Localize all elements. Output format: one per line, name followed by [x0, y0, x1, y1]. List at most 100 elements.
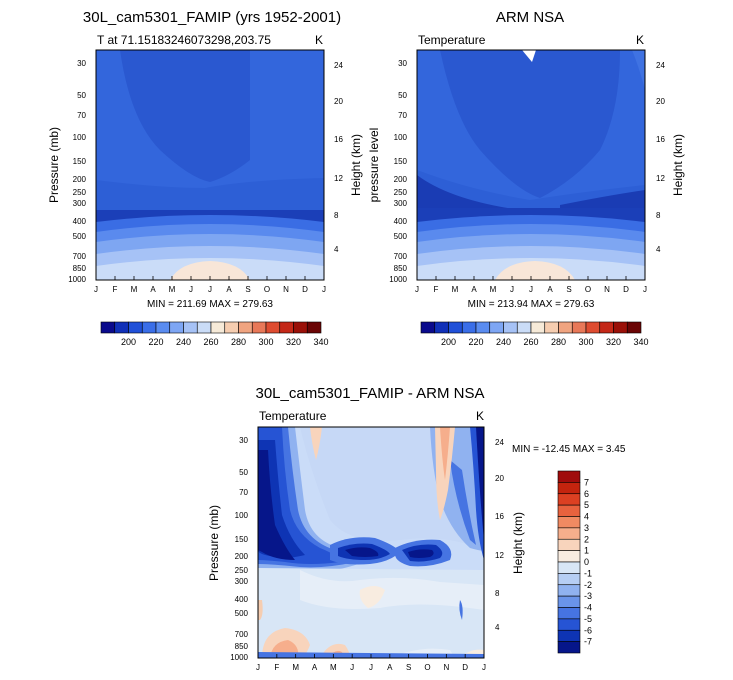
colorbar-label: 240: [496, 337, 511, 347]
colorbar-swatch: [557, 516, 581, 529]
ytick-label: 200: [394, 175, 408, 184]
xtick-label: J: [482, 663, 486, 672]
colorbar-label: 340: [313, 337, 328, 347]
xtick-label: M: [169, 285, 176, 294]
y2tick-label: 8: [656, 211, 661, 220]
colorbar-model: 200 220 240 260 280 300 320 340: [100, 321, 329, 347]
colorbar-swatch: [557, 618, 581, 631]
colorbar-swatch: [557, 482, 581, 495]
colorbar-label: 1: [584, 546, 589, 556]
panel-diff-units: K: [476, 409, 484, 423]
colorbar-label: 320: [606, 337, 621, 347]
colorbar-swatch: [557, 493, 581, 506]
ytick-label: 850: [394, 264, 408, 273]
xtick-label: A: [150, 285, 156, 294]
xtick-label: J: [369, 663, 373, 672]
ytick-label: 100: [235, 511, 249, 520]
xtick-label: J: [510, 285, 514, 294]
panel-obs-ylabel: pressure level: [367, 128, 381, 203]
panel-obs-minmax: MIN = 213.94 MAX = 279.63: [468, 299, 595, 310]
xtick-label: J: [643, 285, 647, 294]
xtick-label: F: [113, 285, 118, 294]
xtick-label: M: [490, 285, 497, 294]
colorbar-label: 6: [584, 489, 589, 499]
colorbar-swatch: [196, 321, 212, 334]
panel-diff: 30L_cam5301_FAMIP - ARM NSA Temperature …: [207, 385, 626, 672]
colorbar-swatch: [557, 629, 581, 642]
panel-diff-y2ticks: 24 20 16 12 8 4: [495, 438, 504, 632]
colorbar-swatch: [530, 321, 546, 334]
panel-diff-title: 30L_cam5301_FAMIP - ARM NSA: [256, 385, 485, 402]
colorbar-label: 200: [121, 337, 136, 347]
xtick-label: J: [350, 663, 354, 672]
panel-obs-y2ticks: 24 20 16 12 8 4: [656, 61, 665, 254]
y2tick-label: 12: [495, 551, 504, 560]
colorbar-diff: 7 65 432 10-1 -2-3 -4-5-6 -7: [557, 470, 592, 654]
colorbar-swatch: [251, 321, 267, 334]
xtick-label: O: [424, 663, 430, 672]
colorbar-swatch: [155, 321, 171, 334]
xtick-label: J: [208, 285, 212, 294]
colorbar-swatch: [183, 321, 198, 334]
panel-diff-y2label: Height (km): [511, 512, 525, 574]
colorbar-label: 5: [584, 500, 589, 510]
xtick-label: A: [547, 285, 553, 294]
colorbar-swatch: [100, 321, 116, 334]
xtick-label: D: [462, 663, 468, 672]
y2tick-label: 4: [656, 245, 661, 254]
colorbar-label: 3: [584, 523, 589, 533]
ytick-label: 200: [73, 175, 87, 184]
ytick-label: 50: [398, 91, 407, 100]
ytick-label: 850: [235, 642, 249, 651]
colorbar-swatch: [557, 470, 581, 483]
ytick-label: 250: [73, 188, 87, 197]
y2tick-label: 20: [656, 97, 665, 106]
xtick-label: J: [529, 285, 533, 294]
ytick-label: 500: [235, 609, 249, 618]
colorbar-obs: 200 220 240 260 280 300 320 340: [420, 321, 649, 347]
xtick-label: A: [387, 663, 393, 672]
colorbar-swatch: [557, 584, 581, 597]
xtick-label: M: [131, 285, 138, 294]
xtick-label: O: [585, 285, 591, 294]
ytick-label: 700: [394, 252, 408, 261]
colorbar-swatch: [224, 321, 239, 334]
colorbar-label: 2: [584, 534, 589, 544]
ytick-label: 250: [394, 188, 408, 197]
colorbar-swatch: [557, 504, 581, 517]
xtick-label: M: [292, 663, 299, 672]
colorbar-swatch: [557, 527, 581, 540]
panel-model-minmax: MIN = 211.69 MAX = 279.63: [147, 299, 273, 310]
ytick-label: 300: [73, 199, 87, 208]
colorbar-swatch: [585, 321, 601, 334]
xtick-label: O: [264, 285, 270, 294]
xtick-label: F: [434, 285, 439, 294]
ytick-label: 30: [398, 59, 407, 68]
colorbar-label: -5: [584, 614, 592, 624]
xtick-label: S: [406, 663, 411, 672]
colorbar-swatch: [516, 321, 532, 334]
y2tick-label: 20: [495, 474, 504, 483]
xtick-label: M: [452, 285, 459, 294]
colorbar-swatch: [141, 321, 157, 334]
colorbar-label: -3: [584, 591, 592, 601]
colorbar-label: 200: [441, 337, 456, 347]
colorbar-swatch: [238, 321, 253, 334]
colorbar-swatch: [599, 321, 614, 334]
colorbar-swatch: [420, 321, 436, 334]
y2tick-label: 20: [334, 97, 343, 106]
ytick-label: 70: [239, 488, 248, 497]
colorbar-swatch: [475, 321, 491, 334]
panel-model-units: K: [315, 33, 323, 47]
ytick-label: 30: [239, 436, 248, 445]
panel-obs-subtitle: Temperature: [418, 33, 486, 47]
xtick-label: S: [245, 285, 250, 294]
panel-model: 30L_cam5301_FAMIP (yrs 1952-2001) T at 7…: [47, 9, 363, 347]
xtick-label: A: [471, 285, 477, 294]
ytick-label: 850: [73, 264, 87, 273]
y2tick-label: 8: [334, 211, 339, 220]
xtick-label: D: [623, 285, 629, 294]
ytick-label: 100: [73, 133, 87, 142]
